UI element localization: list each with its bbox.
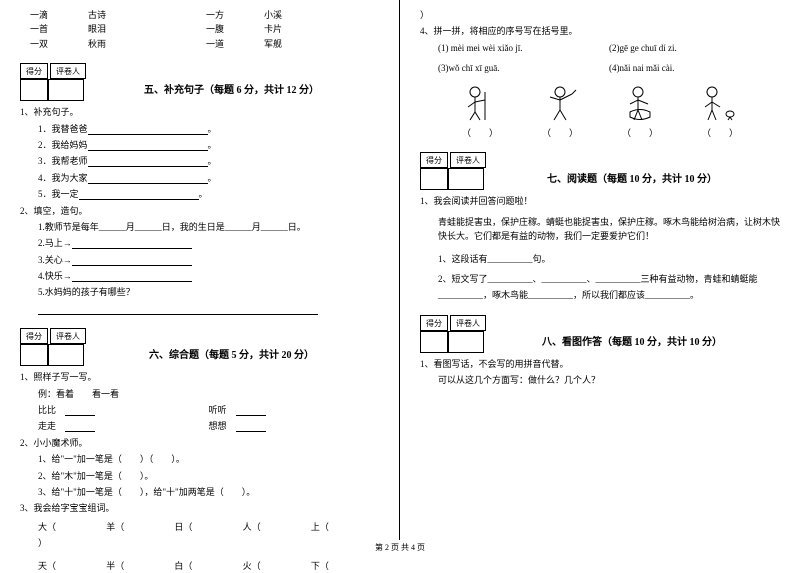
q5-2-2: 2.马上→	[38, 238, 72, 248]
q6-1-a: 比比	[38, 405, 56, 415]
q6-2: 2、小小魔术师。	[20, 436, 379, 450]
q6-2-2: 2、给"木"加一笔是（ ）。	[38, 469, 379, 483]
grader-label: 评卷人	[50, 328, 86, 344]
char: 火（	[243, 561, 261, 571]
section-7-title: 七、阅读题（每题 10 分，共计 10 分）	[484, 172, 780, 188]
q7-1: 1、我会阅读并回答问题啦！	[420, 194, 780, 208]
char: 天（	[38, 561, 56, 571]
q6-2-1: 1、给"一"加一笔是（ ）（ ）。	[38, 452, 379, 466]
q5-2-3: 3.关心→	[38, 255, 72, 265]
q6-1-ex: 例：看着 看一看	[38, 387, 379, 401]
word: 一道	[206, 37, 224, 51]
q5-2-1: 1.教师节是每年______月______日，我的生日是______月_____…	[38, 220, 379, 234]
figure-icon	[700, 82, 740, 122]
pic-label: （ ）	[540, 126, 580, 140]
q5-2: 2、填空，造句。	[20, 204, 379, 218]
q6-3: 3、我会给字宝宝组词。	[20, 501, 379, 515]
q5-1: 1、补充句子。	[20, 105, 379, 119]
score-blank	[20, 344, 48, 366]
section-8-title: 八、看图作答（每题 10 分，共计 10 分）	[484, 335, 780, 351]
section-6-title: 六、综合题（每题 5 分，共计 20 分）	[84, 348, 379, 364]
pic-label: （ ）	[700, 126, 740, 140]
q5-2-4: 4.快乐→	[38, 271, 72, 281]
word: 小溪	[264, 8, 282, 22]
word: 军舰	[264, 37, 282, 51]
picture-row: （ ） （ ） （ ） （ ）	[440, 82, 760, 141]
score-box-7: 得分 评卷人	[420, 152, 780, 168]
q6-1-d: 想想	[209, 421, 227, 431]
figure-icon	[620, 82, 660, 122]
q5-1-4: 4．我为大家	[38, 173, 88, 183]
q4-2: (2)gē ge chuī dí zi.	[609, 41, 780, 55]
char: 大（	[38, 522, 56, 532]
char: 日（	[174, 522, 192, 532]
grader-label: 评卷人	[450, 315, 486, 331]
score-box-8: 得分 评卷人	[420, 315, 780, 331]
score-label: 得分	[20, 63, 48, 79]
q4-1: (1) mèi mei wèi xiǎo jī.	[438, 41, 609, 55]
word-matching: 一滴 古诗 一方 小溪 一首 眼泪 一腹 卡片 一双 秋雨 一道 军舰	[20, 8, 379, 51]
word: 一双	[30, 37, 48, 51]
q7-passage: 青蛙能捉害虫，保护庄稼。蜻蜓也能捉害虫，保护庄稼。啄木鸟能给树治病，让树木快快长…	[438, 215, 780, 244]
figure-icon	[540, 82, 580, 122]
word: 一滴	[30, 8, 48, 22]
q6-1-b: 听听	[209, 405, 227, 415]
word: 一方	[206, 8, 224, 22]
q5-1-2: 2．我给妈妈	[38, 140, 88, 150]
word: 一腹	[206, 22, 224, 36]
score-box-5: 得分 评卷人	[20, 63, 379, 79]
q8-2: 可以从这几个方面写：做什么？几个人？	[438, 373, 780, 387]
char: 上（	[311, 522, 329, 532]
pic-label: （ ）	[460, 126, 500, 140]
grader-blank	[48, 344, 84, 366]
figure-icon	[460, 82, 500, 122]
grader-label: 评卷人	[50, 63, 86, 79]
char: 羊（	[106, 522, 124, 532]
q6-1: 1、照样子写一写。	[20, 370, 379, 384]
q6-2-3: 3、给"十"加一笔是（ ），给"十"加两笔是（ ）。	[38, 485, 379, 499]
char: 半（	[106, 561, 124, 571]
q7-q2a: 2、短文写了__________、__________、__________三种…	[438, 272, 780, 286]
paren-row: ）	[38, 536, 379, 550]
section-5-title: 五、补充句子（每题 6 分，共计 12 分）	[84, 83, 379, 99]
word: 一首	[30, 22, 48, 36]
q5-1-1: 1．我替爸爸	[38, 124, 88, 134]
q4-4: (4)nǎi nai mǎi cài.	[609, 61, 780, 75]
q5-1-5: 5．我一定	[38, 189, 79, 199]
word: 秋雨	[88, 37, 106, 51]
right-column: ） 4、拼一拼，将相应的序号写在括号里。 (1) mèi mei wèi xiǎ…	[400, 0, 800, 540]
score-blank	[420, 168, 448, 190]
paren: ）	[420, 8, 780, 22]
q5-1-3: 3．我帮老师	[38, 156, 88, 166]
word: 古诗	[88, 8, 106, 22]
grader-blank	[448, 331, 484, 353]
word: 眼泪	[88, 22, 106, 36]
q4-3: (3)wǒ chī xī guā.	[438, 61, 609, 75]
q8-1: 1、看图写话，不会写的用拼音代替。	[420, 357, 780, 371]
grader-blank	[48, 79, 84, 101]
q4: 4、拼一拼，将相应的序号写在括号里。	[420, 24, 780, 38]
char: 人（	[243, 522, 261, 532]
score-label: 得分	[420, 152, 448, 168]
score-blank	[20, 79, 48, 101]
score-blank	[420, 331, 448, 353]
q7-q2b: __________，啄木鸟能__________，所以我们都应该_______…	[438, 288, 780, 302]
left-column: 一滴 古诗 一方 小溪 一首 眼泪 一腹 卡片 一双 秋雨 一道 军舰 得分 评…	[0, 0, 400, 540]
score-label: 得分	[20, 328, 48, 344]
q6-1-c: 走走	[38, 421, 56, 431]
grader-blank	[448, 168, 484, 190]
pic-label: （ ）	[620, 126, 660, 140]
char: 白（	[174, 561, 192, 571]
char: 下（	[311, 561, 329, 571]
score-label: 得分	[420, 315, 448, 331]
grader-label: 评卷人	[450, 152, 486, 168]
q5-2-5: 5.水妈妈的孩子有哪些？	[38, 285, 379, 299]
score-box-6: 得分 评卷人	[20, 328, 379, 344]
word: 卡片	[264, 22, 282, 36]
q7-q1: 1、这段话有__________句。	[438, 252, 780, 266]
